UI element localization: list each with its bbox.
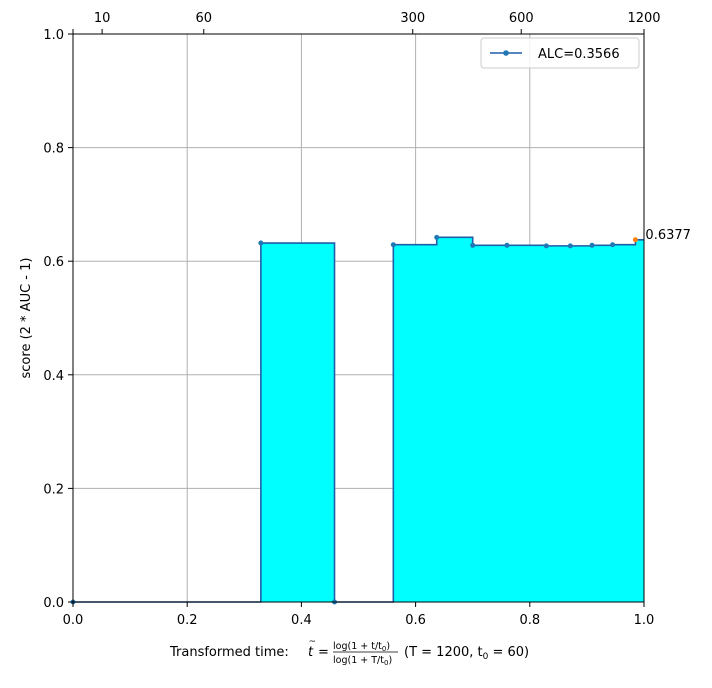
x-tick-label-4: 0.8 <box>519 613 540 628</box>
top-tick-label-3: 300 <box>400 11 425 26</box>
data-point-5 <box>470 242 476 248</box>
x-axis-label-prefix: Transformed time: <box>169 645 289 660</box>
x-tick-label-2: 0.4 <box>291 613 312 628</box>
data-point-6 <box>504 242 510 248</box>
area-fill <box>73 237 644 602</box>
top-tick-label-2: 60 <box>195 11 212 26</box>
y-tick-label-2: 0.4 <box>43 369 64 384</box>
top-tick-label-4: 600 <box>509 11 534 26</box>
data-point-1 <box>258 240 264 246</box>
x-tick-label-0: 0.0 <box>63 613 84 628</box>
final-point-marker <box>632 237 638 243</box>
x-tick-label-1: 0.2 <box>177 613 198 628</box>
x-axis-label-t: t <box>308 645 314 660</box>
legend: ALC=0.3566 <box>480 37 640 69</box>
x-axis-label-denominator: log(1 + T/t0) <box>333 655 392 667</box>
annotations: 0.6377 <box>645 228 691 243</box>
x-axis-label: Transformed time: t ~ = log(1 + t/t0) lo… <box>169 637 529 667</box>
data-point-8 <box>567 243 573 249</box>
plot-frame <box>72 33 645 603</box>
x-axis-label-params: (T = 1200, t0 = 60) <box>404 645 529 662</box>
legend-entry-label: ALC=0.3566 <box>538 47 620 62</box>
y-tick-label-5: 1.0 <box>43 28 64 43</box>
legend-marker-swatch <box>503 50 509 56</box>
data-point-9 <box>589 242 595 248</box>
y-tick-label-0: 0.0 <box>43 596 64 611</box>
y-tick-label-3: 0.6 <box>43 255 64 270</box>
final-value-label: 0.6377 <box>645 228 691 243</box>
data-point-7 <box>543 243 549 249</box>
data-point-10 <box>610 242 616 248</box>
top-axis-ticks: 10 60 300 600 1200 <box>72 11 661 34</box>
y-axis-label: score (2 * AUC - 1) <box>19 258 34 379</box>
data-point-4 <box>434 234 440 240</box>
data-point-3 <box>390 242 396 248</box>
y-tick-label-1: 0.2 <box>43 482 64 497</box>
x-axis-label-numerator: log(1 + t/t0) <box>333 641 390 653</box>
series-markers <box>70 234 638 605</box>
series-area-0 <box>73 237 644 602</box>
svg-text:Transformed time:: Transformed time: <box>169 645 289 660</box>
x-axis-label-tilde: ~ <box>309 637 317 647</box>
top-tick-label-5: 1200 <box>627 11 660 26</box>
x-axis-ticks: 0.0 0.2 0.4 0.6 0.8 1.0 <box>63 602 655 628</box>
x-tick-label-5: 1.0 <box>634 613 655 628</box>
top-tick-label-1: 10 <box>94 11 111 26</box>
legend-box <box>480 37 640 69</box>
y-axis-ticks: 0.0 0.2 0.4 0.6 0.8 1.0 <box>43 28 73 611</box>
x-tick-label-3: 0.6 <box>405 613 426 628</box>
y-tick-label-4: 0.8 <box>43 142 64 157</box>
x-axis-label-eq: = <box>318 645 329 660</box>
